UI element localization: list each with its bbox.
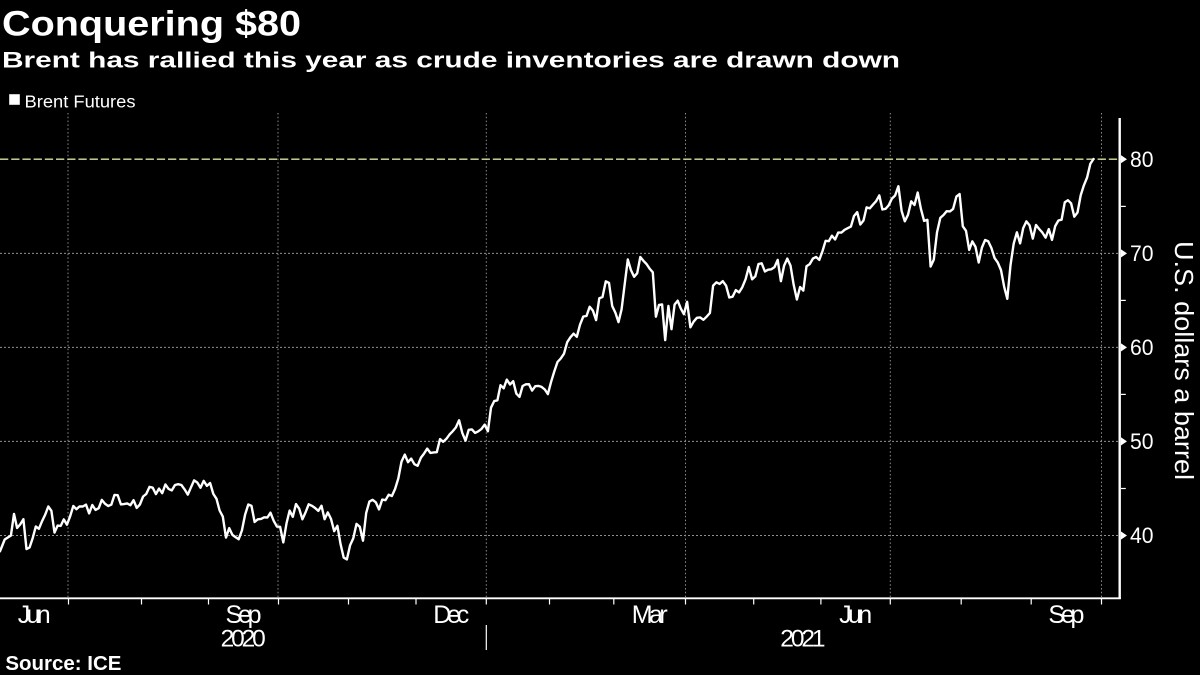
svg-text:Jun: Jun bbox=[18, 601, 51, 629]
svg-text:50: 50 bbox=[1130, 429, 1154, 454]
svg-text:Sep: Sep bbox=[226, 601, 262, 629]
svg-text:Sep: Sep bbox=[1048, 601, 1084, 629]
svg-text:80: 80 bbox=[1130, 147, 1154, 172]
svg-text:60: 60 bbox=[1130, 335, 1154, 360]
svg-text:2021: 2021 bbox=[780, 626, 825, 653]
svg-text:Dec: Dec bbox=[433, 601, 469, 629]
svg-text:Brent has rallied this year as: Brent has rallied this year as crude inv… bbox=[2, 47, 900, 72]
svg-text:Conquering $80: Conquering $80 bbox=[2, 5, 301, 44]
svg-text:Source: ICE: Source: ICE bbox=[5, 652, 121, 675]
svg-text:40: 40 bbox=[1130, 523, 1154, 548]
svg-text:Mar: Mar bbox=[632, 601, 668, 629]
svg-text:70: 70 bbox=[1130, 241, 1154, 266]
svg-text:Jun: Jun bbox=[839, 601, 872, 629]
svg-text:Brent Futures: Brent Futures bbox=[25, 92, 136, 112]
svg-text:2020: 2020 bbox=[221, 626, 266, 653]
svg-text:U.S. dollars a barrel: U.S. dollars a barrel bbox=[1169, 241, 1199, 480]
